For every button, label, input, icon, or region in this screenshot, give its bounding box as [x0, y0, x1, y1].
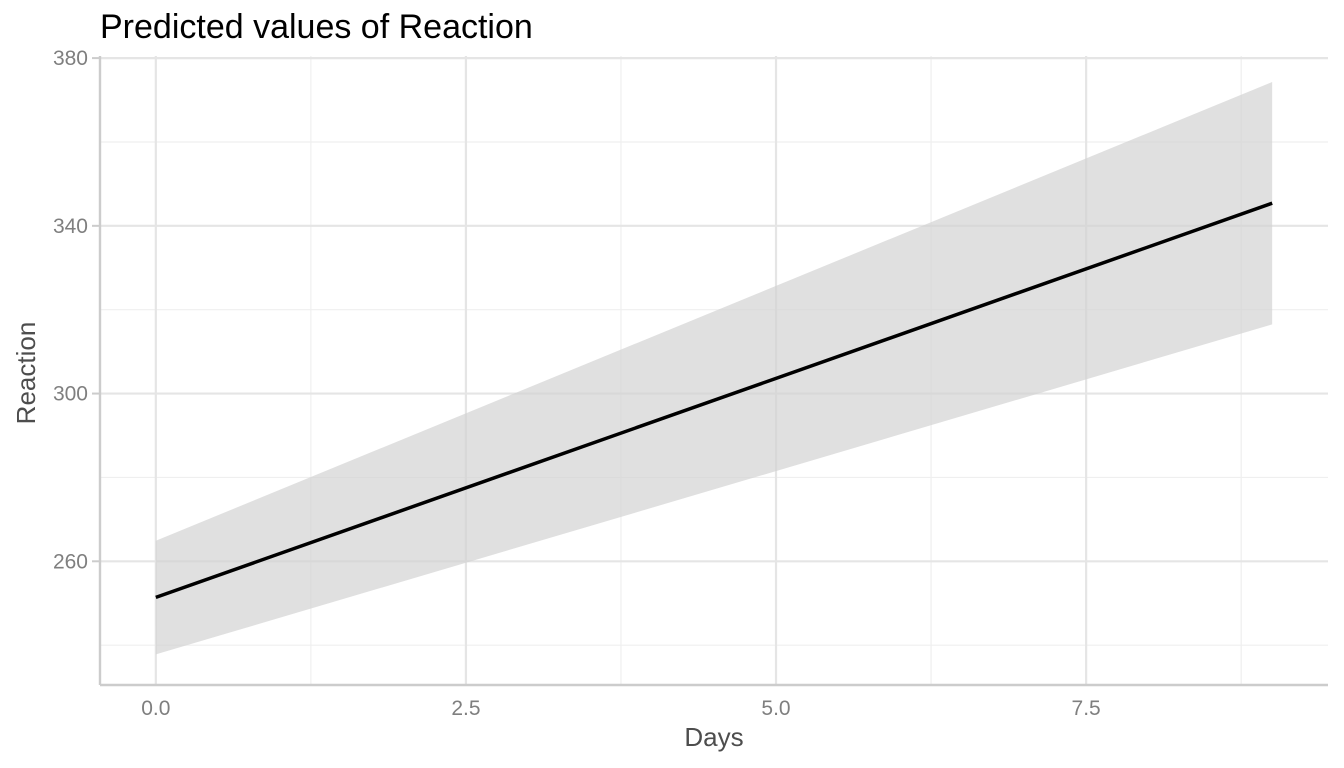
x-tick-labels: 0.0 2.5 5.0 7.5 [141, 697, 1101, 720]
y-axis-title: Reaction [11, 322, 41, 425]
chart-title: Predicted values of Reaction [100, 8, 533, 46]
axes [92, 56, 1328, 687]
prediction-lines [155, 201, 1273, 600]
y-tick-label: 300 [53, 383, 88, 406]
y-tick-labels: 260 300 340 380 [53, 47, 88, 573]
x-tick-label: 2.5 [451, 697, 480, 720]
y-tick-label: 260 [53, 550, 88, 573]
x-axis-title: Days [684, 722, 743, 752]
x-tick-label: 0.0 [141, 697, 170, 720]
confidence-bands [155, 81, 1273, 655]
prediction-line [155, 201, 1273, 600]
y-tick-label: 340 [53, 215, 88, 238]
x-tick-label: 7.5 [1072, 697, 1101, 720]
y-tick-label: 380 [53, 47, 88, 70]
x-tick-label: 5.0 [761, 697, 790, 720]
confidence-band [155, 81, 1273, 655]
